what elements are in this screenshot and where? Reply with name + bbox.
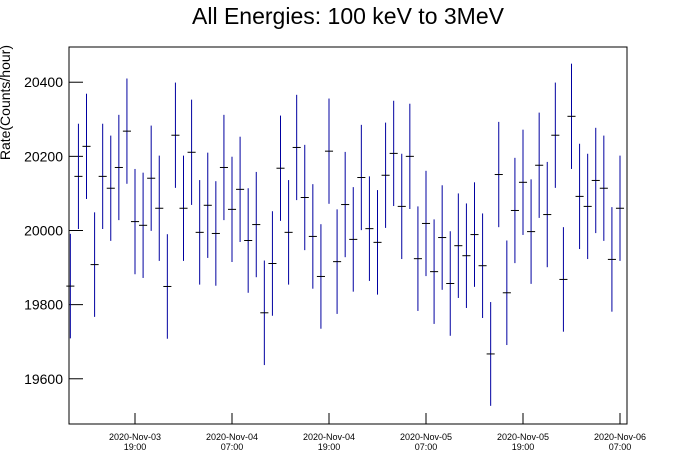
x-tick-label: 19:00 — [124, 442, 147, 452]
x-tick-label: 2020-Nov-04 — [303, 432, 355, 442]
y-axis-label: Rate(Counts/hour) — [0, 45, 13, 160]
y-tick-label: 19600 — [24, 371, 63, 387]
chart-title: All Energies: 100 keV to 3MeV — [192, 3, 505, 29]
y-tick-label: 20400 — [24, 74, 63, 90]
x-tick-label: 2020-Nov-04 — [206, 432, 258, 442]
x-tick-label: 2020-Nov-05 — [497, 432, 549, 442]
y-tick-label: 20000 — [24, 222, 63, 238]
y-tick-label: 20200 — [24, 148, 63, 164]
x-tick-label: 19:00 — [512, 442, 535, 452]
x-tick-label: 19:00 — [318, 442, 341, 452]
x-tick-label: 07:00 — [415, 442, 438, 452]
x-tick-label: 07:00 — [609, 442, 632, 452]
x-tick-label: 07:00 — [221, 442, 244, 452]
x-tick-label: 2020-Nov-06 — [594, 432, 646, 442]
y-tick-label: 19800 — [24, 297, 63, 313]
x-tick-label: 2020-Nov-03 — [109, 432, 161, 442]
plot-frame — [68, 46, 628, 425]
x-tick-label: 2020-Nov-05 — [400, 432, 452, 442]
